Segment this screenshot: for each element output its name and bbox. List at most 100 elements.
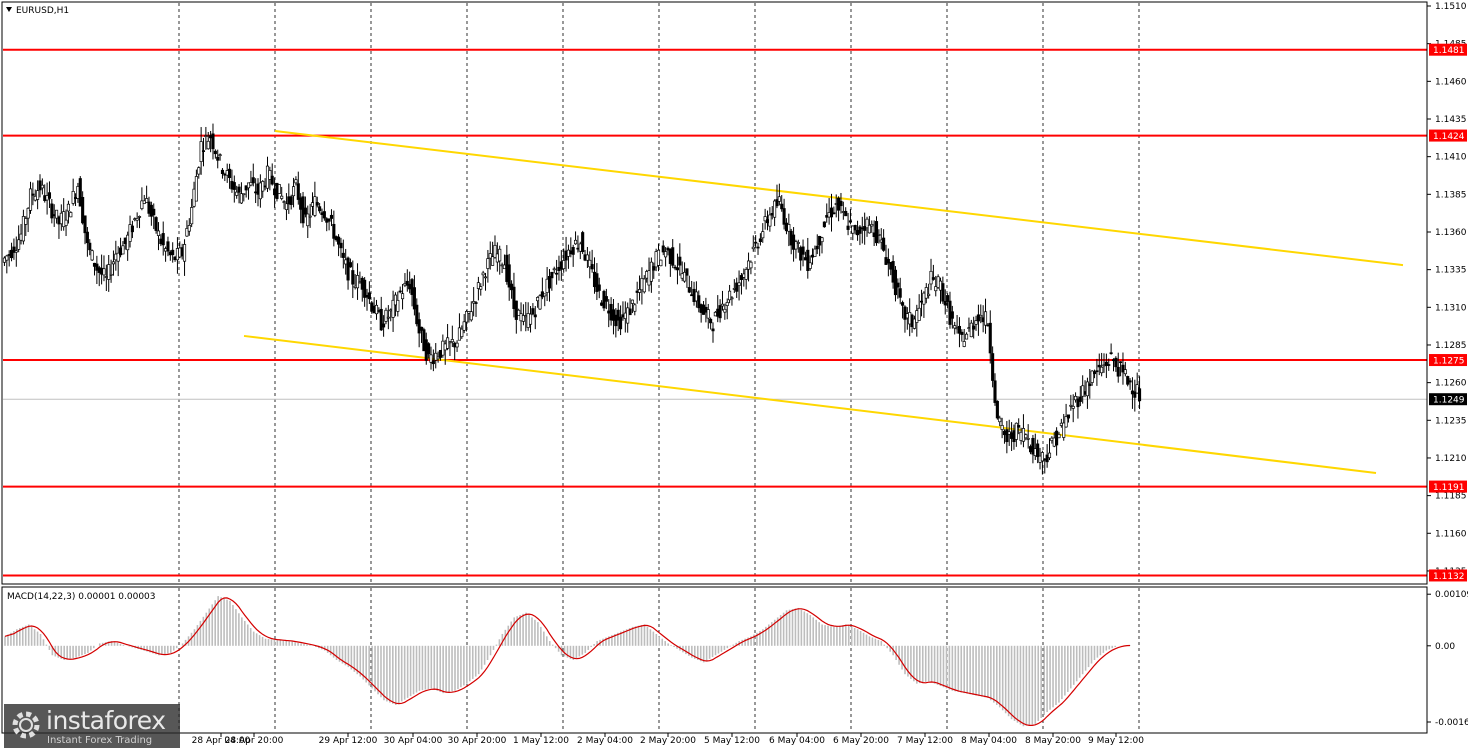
- candle-body: [652, 266, 656, 271]
- candle-body: [55, 209, 59, 219]
- candle-body: [756, 246, 760, 249]
- candle-body: [950, 311, 954, 319]
- level-tag-label: 1.1191: [1433, 483, 1465, 493]
- price-tick-label: 1.1460: [1435, 77, 1467, 87]
- level-tag: [1429, 354, 1467, 367]
- candle-body: [552, 268, 556, 271]
- candle-body: [270, 175, 274, 185]
- candle-body: [531, 308, 535, 315]
- price-tick-label: 1.1510: [1435, 2, 1467, 12]
- candle-body: [62, 211, 66, 228]
- macd-tick-label: 0.00109: [1435, 590, 1468, 600]
- candle-body: [962, 341, 966, 347]
- candle-body: [1045, 454, 1049, 463]
- candle-body: [431, 360, 435, 365]
- candle-body: [228, 168, 232, 179]
- candle-body: [846, 225, 850, 230]
- candle-body: [972, 325, 976, 330]
- price-tick-label: 1.1185: [1435, 492, 1467, 502]
- candle-body: [517, 309, 521, 317]
- candle-body: [768, 214, 772, 227]
- candle-body: [813, 248, 817, 257]
- candle-body: [88, 242, 92, 251]
- candle-body: [953, 325, 957, 329]
- time-tick-label: 9 May 12:00: [1088, 736, 1144, 746]
- candle-body: [960, 331, 964, 335]
- candle-body: [417, 319, 421, 334]
- candle-body: [801, 246, 805, 255]
- level-tag: [1429, 129, 1467, 142]
- candle-body: [533, 314, 537, 318]
- candle-body: [427, 343, 431, 355]
- candle-body: [730, 297, 734, 300]
- candle-body: [917, 307, 921, 321]
- candle-body: [31, 193, 35, 196]
- candle-body: [775, 199, 779, 207]
- candle-body: [848, 220, 852, 223]
- candle-body: [95, 263, 99, 271]
- candle-body: [486, 258, 490, 269]
- candle-body: [126, 234, 130, 251]
- candle-body: [1104, 361, 1108, 366]
- candle-body: [10, 249, 14, 259]
- candle-body: [761, 231, 765, 239]
- candle-body: [794, 241, 798, 250]
- candle-body: [464, 311, 469, 323]
- candle-body: [450, 339, 454, 343]
- candle-body: [550, 271, 554, 279]
- candle-body: [405, 280, 409, 286]
- candle-body: [521, 315, 525, 322]
- candle-body: [528, 313, 533, 325]
- brand-tagline: Instant Forex Trading: [47, 735, 153, 746]
- time-tick-label: 6 May 20:00: [833, 736, 889, 746]
- price-tick-label: 1.1210: [1435, 454, 1467, 464]
- candle-body: [242, 193, 246, 196]
- candle-body: [1138, 388, 1142, 402]
- candle-body: [822, 221, 826, 228]
- support-resistance-levels: [3, 48, 1427, 577]
- candle-body: [839, 200, 843, 207]
- candle-body: [806, 249, 810, 271]
- symbol-label: EURUSD,H1: [16, 6, 69, 16]
- candle-body: [941, 283, 945, 302]
- brand-logo: instaforex Instant Forex Trading: [4, 704, 180, 748]
- candle-body: [218, 154, 222, 157]
- candle-body: [763, 216, 767, 222]
- candle-body: [85, 231, 89, 244]
- candle-body: [201, 150, 206, 152]
- candle-body: [991, 353, 995, 381]
- candle-body: [754, 241, 758, 244]
- candle-body: [969, 322, 973, 338]
- candle-body: [886, 258, 890, 264]
- candle-body: [993, 380, 997, 403]
- candle-body: [64, 219, 68, 226]
- candle-body: [116, 252, 120, 262]
- candle-body: [102, 268, 106, 276]
- candlestick-series: [2, 123, 1142, 475]
- candle-body: [934, 286, 938, 292]
- candle-body: [628, 308, 632, 316]
- gear-logo-icon: [12, 711, 40, 739]
- candle-body: [1024, 434, 1028, 439]
- price-tick-label: 1.1335: [1435, 266, 1467, 276]
- level-tag-label: 1.1275: [1433, 357, 1465, 367]
- candle-body: [382, 323, 386, 328]
- candle-body: [659, 259, 663, 267]
- candle-body: [512, 286, 516, 309]
- candle-body: [341, 252, 345, 258]
- candle-body: [1097, 364, 1101, 368]
- candle-body: [1057, 434, 1061, 439]
- candle-body: [5, 255, 9, 261]
- candle-body: [412, 287, 416, 310]
- candle-body: [363, 279, 367, 298]
- candle-body: [36, 190, 40, 200]
- candle-body: [145, 198, 149, 203]
- time-tick-label: 30 Apr 20:00: [448, 736, 507, 746]
- symbol-menu-icon[interactable]: [6, 7, 12, 12]
- candle-body: [697, 295, 701, 309]
- price-tick-label: 1.1285: [1435, 341, 1467, 351]
- candle-body: [182, 244, 187, 262]
- candle-body: [780, 203, 784, 210]
